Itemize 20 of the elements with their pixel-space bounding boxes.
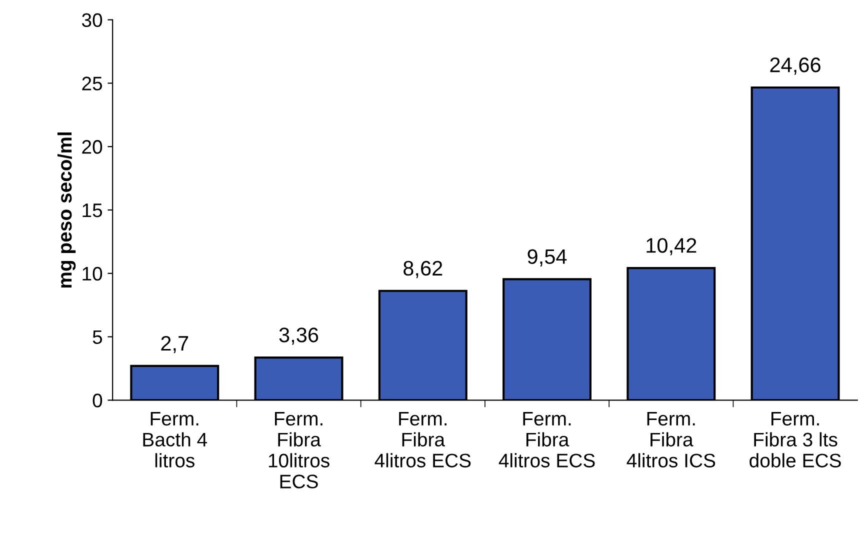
data-label: 24,66 <box>770 58 820 75</box>
y-axis-title: mg peso seco/ml <box>57 132 76 288</box>
y-tick-label: 25 <box>82 76 102 90</box>
y-tick-label: 15 <box>82 204 102 218</box>
x-tick-label: Ferm. Bacth 4 litros <box>143 412 208 468</box>
data-label: 10,42 <box>646 238 696 256</box>
y-tick-label: 10 <box>82 266 102 281</box>
y-tick-label: 5 <box>92 330 102 344</box>
x-tick-label: Ferm. Fibra 10litros ECS <box>268 412 330 488</box>
y-tick-label: 20 <box>82 140 102 154</box>
y-tick-label: 30 <box>82 13 102 28</box>
x-tick-label: Ferm. Fibra 3 lts doble ECS <box>750 412 841 468</box>
y-tick-label: 0 <box>92 394 102 408</box>
data-label: 9,54 <box>528 249 567 266</box>
x-tick-label: Ferm. Fibra 4litros ECS <box>374 412 471 468</box>
data-label: 2,7 <box>161 336 188 354</box>
data-label: 3,36 <box>279 328 318 345</box>
data-label: 8,62 <box>404 260 442 278</box>
x-tick-label: Ferm. Fibra 4litros ICS <box>626 412 716 468</box>
x-tick-label: Ferm. Fibra 4litros ECS <box>498 412 595 468</box>
